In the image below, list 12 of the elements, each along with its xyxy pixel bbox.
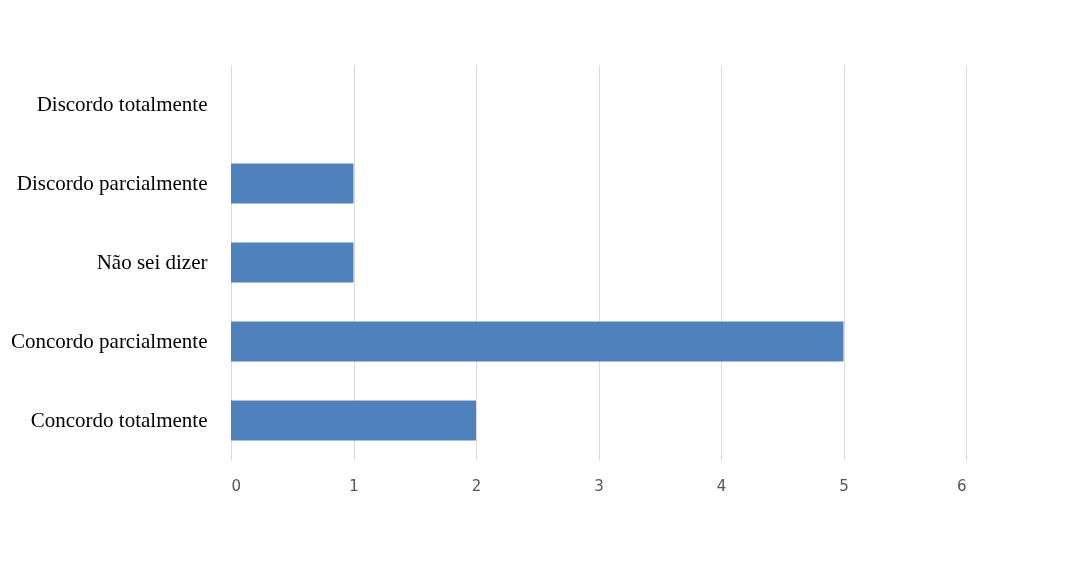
- y-tick-label: Discordo parcialmente: [16, 170, 208, 195]
- x-tick-label: 4: [716, 476, 727, 495]
- x-tick-label: 5: [839, 476, 849, 495]
- y-tick-label: Concordo totalmente: [30, 407, 208, 432]
- x-tick-label: 1: [349, 476, 359, 495]
- x-tick-label: 2: [471, 476, 482, 495]
- y-tick-label: Discordo totalmente: [36, 91, 208, 116]
- y-tick-label: Concordo parcialmente: [10, 328, 208, 353]
- x-tick-label: 3: [594, 476, 604, 495]
- x-tick-label: 6: [956, 476, 967, 495]
- y-tick-label: Não sei dizer: [96, 249, 208, 274]
- x-tick-label: 0: [231, 476, 242, 495]
